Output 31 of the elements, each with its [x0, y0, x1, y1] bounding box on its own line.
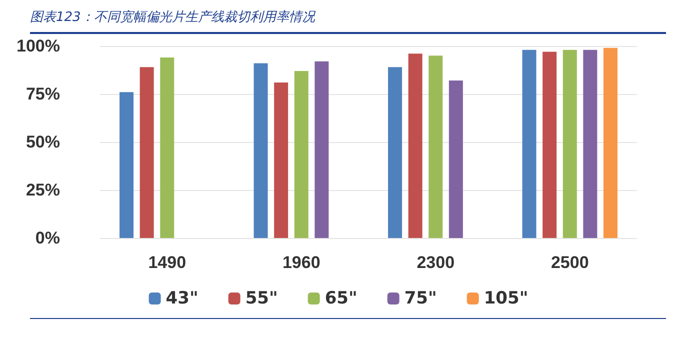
x-tick-label: 1490 [148, 253, 186, 272]
bar [603, 48, 618, 238]
bar [294, 70, 308, 238]
bar [408, 54, 422, 238]
x-tick-label: 2500 [550, 253, 589, 272]
bar [542, 52, 557, 238]
bar [562, 50, 577, 238]
bar [120, 92, 134, 238]
legend-label: 43" [166, 288, 198, 308]
y-tick-label: 25% [26, 180, 60, 200]
legend-label: 65" [324, 288, 358, 308]
y-tick-label: 100% [16, 36, 60, 56]
x-tick-label: 2300 [416, 253, 455, 272]
y-tick-label: 0% [35, 228, 60, 248]
y-tick-label: 50% [26, 132, 60, 152]
bar [314, 61, 329, 238]
bar [428, 56, 443, 238]
bar [388, 67, 402, 238]
legend-label: 75" [404, 288, 437, 308]
bar [448, 80, 463, 238]
bar [274, 82, 288, 238]
chart-title: 图表123：不同宽幅偏光片生产线裁切利用率情况 [30, 8, 666, 34]
bar [583, 50, 598, 238]
legend-label: 105" [484, 288, 528, 308]
bar [254, 63, 268, 238]
bar [522, 50, 536, 238]
y-tick-label: 75% [26, 84, 60, 104]
legend-label: 55" [245, 288, 278, 308]
bar [140, 67, 154, 238]
x-tick-label: 1960 [282, 253, 320, 272]
bar [160, 58, 174, 238]
